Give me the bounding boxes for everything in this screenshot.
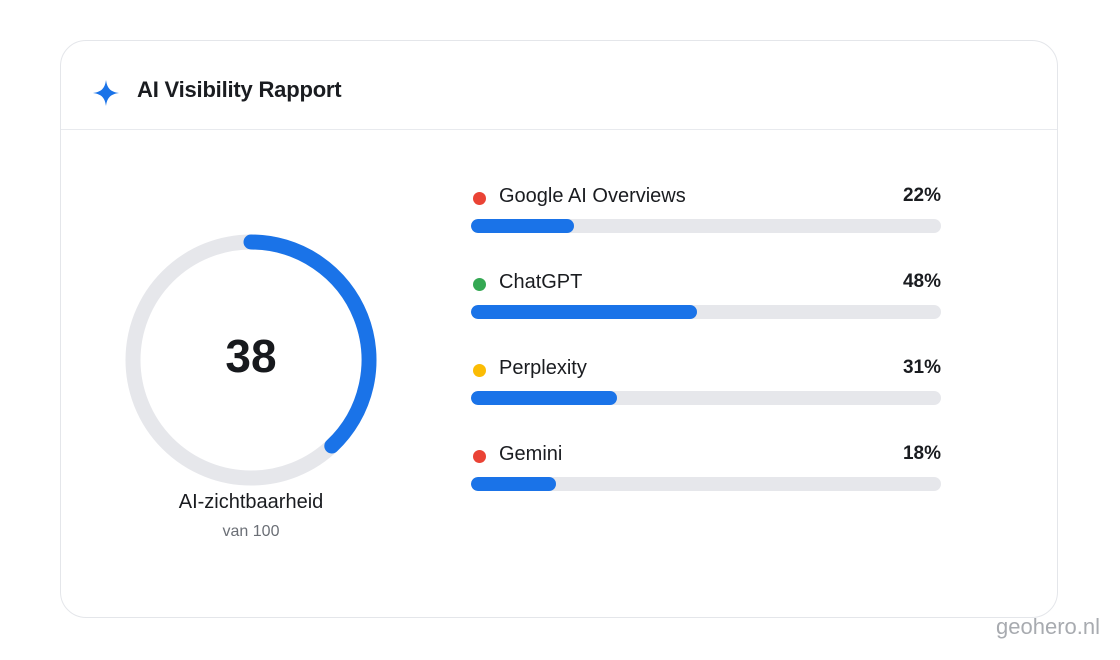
score-gauge bbox=[125, 234, 377, 486]
sparkle-icon bbox=[93, 80, 119, 106]
platform-name: Perplexity bbox=[499, 357, 587, 379]
gauge-progress-arc bbox=[243, 234, 377, 454]
platform-percent: 18% bbox=[902, 443, 941, 464]
score-value: 38 bbox=[225, 330, 277, 382]
status-dot bbox=[473, 364, 486, 377]
progress-fill bbox=[471, 477, 556, 491]
status-dot bbox=[473, 192, 486, 205]
progress-track bbox=[471, 305, 941, 319]
progress-fill bbox=[471, 219, 575, 233]
platform-item-google-ai-overviews: Google AI Overviews 22% bbox=[471, 183, 941, 269]
progress-track bbox=[471, 219, 941, 233]
platform-name: Gemini bbox=[499, 443, 563, 465]
platform-item-perplexity: Perplexity 31% bbox=[471, 355, 941, 441]
progress-track bbox=[471, 477, 941, 491]
card-title: AI Visibility Rapport bbox=[137, 77, 342, 102]
status-dot bbox=[473, 278, 486, 291]
platform-item-chatgpt: ChatGPT 48% bbox=[471, 269, 941, 355]
status-dot bbox=[473, 450, 486, 463]
platform-name: ChatGPT bbox=[499, 271, 583, 293]
progress-fill bbox=[471, 391, 617, 405]
progress-fill bbox=[471, 305, 697, 319]
platform-name: Google AI Overviews bbox=[499, 185, 686, 207]
platform-item-gemini: Gemini 18% bbox=[471, 441, 941, 527]
platform-percent: 22% bbox=[902, 185, 941, 206]
score-sublabel: van 100 bbox=[222, 523, 280, 540]
platform-percent: 48% bbox=[902, 271, 941, 292]
score-label: AI-zichtbaarheid bbox=[178, 491, 324, 513]
ai-visibility-card: AI Visibility Rapport 38 AI-zichtbaarhei… bbox=[60, 40, 1058, 618]
watermark: geohero.nl bbox=[996, 614, 1100, 639]
card-header: AI Visibility Rapport bbox=[61, 41, 1057, 130]
platform-percent: 31% bbox=[902, 357, 941, 378]
progress-track bbox=[471, 391, 941, 405]
platform-list: Google AI Overviews 22% ChatGPT 48% Perp… bbox=[471, 183, 941, 527]
